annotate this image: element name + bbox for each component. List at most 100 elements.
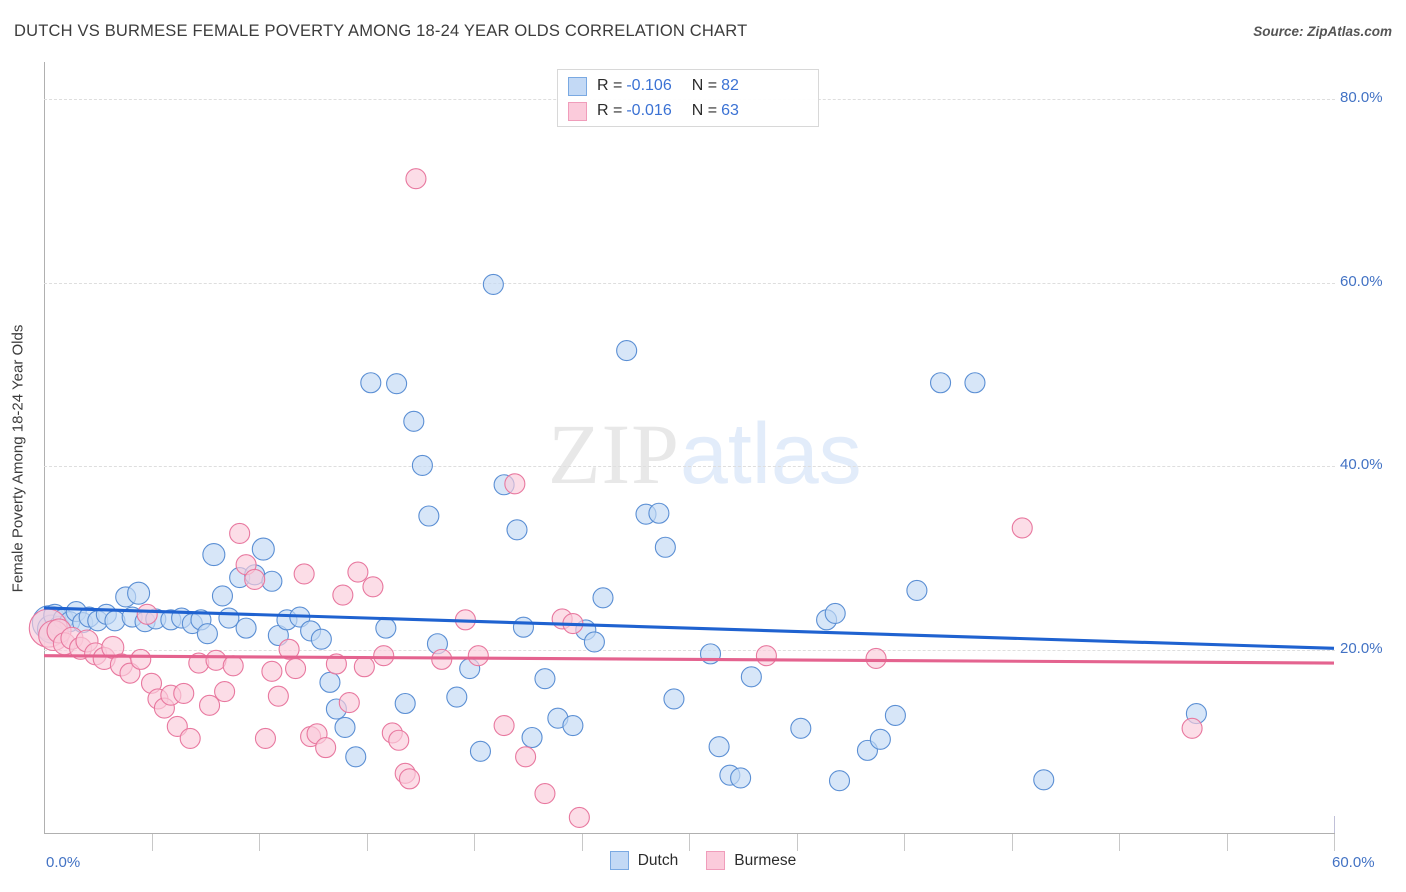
data-point	[267, 685, 289, 707]
trendline-burmese	[43, 654, 1335, 665]
data-point	[347, 561, 369, 583]
data-point	[244, 568, 266, 590]
x-axis-tick-45	[1011, 834, 1013, 851]
data-point	[353, 656, 375, 678]
data-point	[740, 666, 762, 688]
data-point	[338, 692, 360, 714]
data-point	[229, 522, 251, 545]
correlation-stats-legend: R = -0.106 N = 82 R = -0.016 N = 63	[557, 69, 819, 127]
data-point	[218, 607, 240, 629]
data-point	[663, 688, 685, 710]
burmese-color-swatch	[568, 101, 587, 121]
data-point	[493, 714, 515, 737]
scatter-plot-canvas	[28, 168, 1335, 829]
data-point	[964, 372, 986, 394]
data-point	[506, 519, 528, 541]
data-point	[179, 727, 201, 749]
data-point	[512, 616, 535, 638]
legend-item-dutch[interactable]: Dutch	[609, 851, 679, 870]
data-point	[360, 372, 382, 394]
legend-label-dutch: Dutch	[637, 851, 679, 869]
plot-area	[28, 62, 1335, 834]
data-point	[136, 603, 158, 625]
data-point	[1011, 517, 1033, 539]
data-point	[386, 373, 408, 395]
x-axis-label-min: 0.0%	[46, 854, 81, 871]
data-point	[130, 648, 152, 670]
y-axis-tick-label-80: 80.0%	[1340, 88, 1383, 106]
legend-label-burmese: Burmese	[734, 851, 797, 869]
data-point	[285, 658, 307, 680]
data-point	[127, 581, 151, 605]
data-point	[562, 714, 584, 737]
dutch-n-label: N =	[691, 77, 718, 94]
x-axis-tick-10	[259, 834, 260, 851]
source-attribution: Source: ZipAtlas.com	[1253, 24, 1392, 39]
x-axis-tick-15	[366, 834, 368, 851]
data-point	[398, 768, 421, 790]
dutch-n-value: 82	[721, 77, 739, 94]
dutch-r-label: R =	[597, 77, 623, 94]
data-point	[332, 584, 354, 606]
data-point	[254, 727, 276, 749]
data-point	[929, 372, 952, 394]
data-point	[394, 692, 416, 715]
legend-item-burmese[interactable]: Burmese	[706, 851, 796, 870]
data-point	[293, 563, 315, 585]
y-axis-tick-label-60: 60.0%	[1340, 272, 1383, 290]
gridline-y-60	[44, 282, 1335, 284]
data-point	[482, 273, 504, 295]
page-title: DUTCH VS BURMESE FEMALE POVERTY AMONG 18…	[14, 22, 748, 40]
data-point	[568, 806, 590, 829]
data-point	[515, 746, 537, 768]
x-axis-tick-30	[689, 834, 690, 851]
data-point	[1181, 717, 1203, 739]
data-point	[884, 704, 906, 726]
data-point	[319, 671, 341, 693]
stats-row-dutch: R = -0.106 N = 82	[568, 75, 739, 97]
y-axis-tick-label-40: 40.0%	[1340, 456, 1383, 474]
burmese-n-value: 63	[721, 102, 739, 119]
gridline-y-40	[44, 466, 1335, 468]
x-axis-tick-5	[151, 834, 153, 851]
data-point	[708, 736, 730, 758]
data-point	[278, 638, 300, 660]
data-point	[325, 653, 347, 675]
data-point	[235, 617, 257, 639]
data-point	[251, 537, 275, 561]
data-point	[534, 783, 556, 805]
burmese-n-label: N =	[691, 102, 718, 119]
data-point	[521, 726, 543, 749]
legend-swatch-dutch	[609, 851, 629, 870]
data-point	[654, 536, 676, 558]
data-point	[315, 737, 337, 759]
data-point	[403, 410, 425, 432]
data-point	[104, 610, 126, 632]
x-axis-label-max: 60.0%	[1332, 854, 1375, 871]
legend-swatch-burmese	[706, 851, 726, 870]
data-point	[616, 340, 638, 362]
series-points-burmese	[28, 168, 1203, 829]
series-legend: Dutch Burmese	[0, 851, 1406, 870]
x-axis-tick-60	[1334, 834, 1335, 851]
x-axis-right-edge-tick	[1334, 816, 1335, 833]
stats-row-burmese: R = -0.016 N = 63	[568, 100, 739, 122]
data-point	[1033, 769, 1055, 791]
data-point	[310, 628, 332, 650]
data-point	[334, 716, 356, 738]
data-point	[648, 502, 670, 524]
data-point	[222, 655, 244, 677]
y-axis-tick-label-20: 20.0%	[1340, 640, 1383, 658]
trendline-dutch	[43, 606, 1335, 650]
data-point	[730, 767, 752, 789]
data-point	[196, 623, 218, 645]
data-point	[199, 694, 221, 716]
y-axis-line	[44, 62, 45, 834]
x-axis-tick-25	[581, 834, 583, 851]
data-point	[790, 717, 812, 739]
gridline-y-20	[44, 650, 1335, 652]
x-axis-tick-40	[904, 834, 905, 851]
x-axis-line	[44, 833, 1335, 834]
data-point	[592, 587, 614, 609]
